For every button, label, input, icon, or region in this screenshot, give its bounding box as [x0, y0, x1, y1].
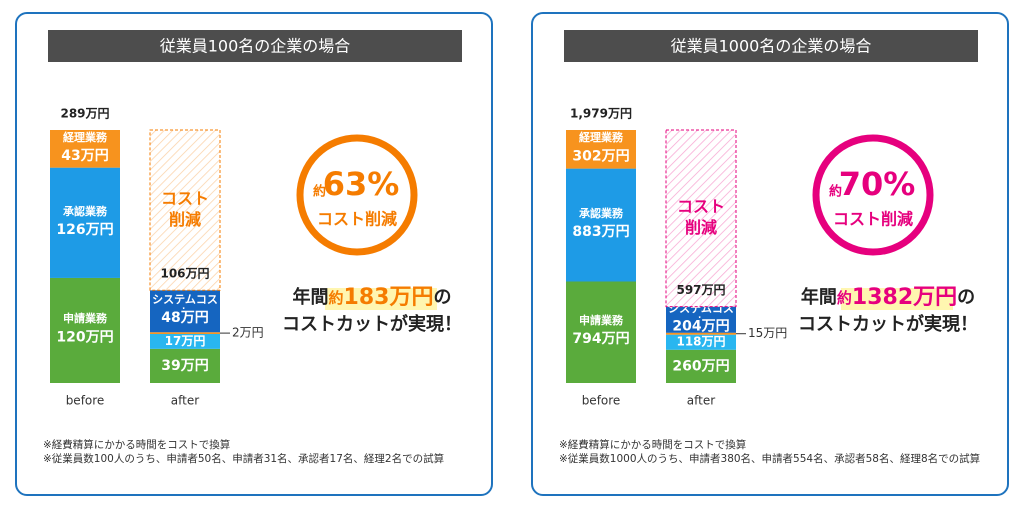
x-tick-label: before [582, 394, 621, 408]
notes: ※経費精算にかかる時間をコストで換算 ※従業員数1000人のうち、申請者380名、… [559, 438, 989, 466]
bar-segment [566, 168, 636, 282]
saving-approx: 約 [329, 289, 344, 307]
bar-segment [666, 334, 736, 350]
value-label: 48万円 [161, 310, 208, 326]
note: ※経費精算にかかる時間をコストで換算 [559, 439, 747, 451]
title-bar [48, 30, 462, 62]
bar-segment [666, 306, 736, 333]
panel: 従業員100名の企業の場合 before 申請業務 120万円 承認業務 126万円 経理業… [15, 12, 493, 496]
bar-segment [50, 167, 120, 278]
segment-name: 申請業務 [579, 314, 623, 328]
value-label: 204万円 [672, 319, 729, 335]
value-label: 260万円 [672, 358, 729, 374]
note: ※経費精算にかかる時間をコストで換算 [43, 439, 231, 451]
value-label: 883万円 [572, 224, 629, 240]
reduction-segment [665, 129, 737, 308]
panel: 従業員1000名の企業の場合 before 申請業務 794万円 承認業務 883万円 経理… [531, 12, 1009, 496]
saving-amount: 1382万円 [852, 285, 957, 310]
x-tick-label: after [687, 394, 715, 408]
saving-line2: コストカットが実現！ [282, 313, 462, 335]
value-label: 118万円 [676, 335, 725, 349]
saving-lead: 年間 [293, 286, 329, 308]
value-label: 126万円 [56, 222, 113, 238]
saving-tail: の [433, 287, 451, 308]
highlight [841, 288, 953, 310]
segment-name: コスト削減 [677, 197, 726, 238]
chart: 従業員100名の企業の場合 before 申請業務 120万円 承認業務 126万円 経理業… [48, 30, 462, 408]
chart-title: 従業員100名の企業の場合 [160, 37, 351, 56]
value-label: 2万円 [232, 326, 264, 340]
saving-lead: 年間 [801, 286, 837, 308]
total-label: 106万円 [160, 267, 209, 281]
saving-line: 年間約183万円の [293, 285, 452, 310]
bar-segment [150, 333, 220, 349]
x-tick-label: before [66, 394, 105, 408]
saving-approx: 約 [837, 289, 852, 307]
chart: 従業員1000名の企業の場合 before 申請業務 794万円 承認業務 883万円 経理… [564, 30, 978, 408]
saving-line2: コストカットが実現！ [798, 313, 978, 335]
segment-name: システムコスト [152, 293, 218, 309]
bar-segment [150, 332, 220, 334]
saving-tail: の [957, 287, 975, 308]
segment-name: 承認業務 [579, 207, 623, 221]
bar-segment [50, 277, 120, 383]
bar-segment [666, 349, 736, 383]
total-label: 597万円 [676, 283, 725, 297]
saving-amount: 183万円 [344, 285, 434, 310]
segment-name: 承認業務 [63, 204, 107, 218]
bar-segment [150, 290, 220, 333]
segment-name: 経理業務 [579, 131, 623, 145]
value-label: 15万円 [748, 326, 787, 340]
segment-name: コスト削減 [161, 189, 210, 230]
title-bar [564, 30, 978, 62]
value-label: 120万円 [56, 329, 113, 345]
notes: ※経費精算にかかる時間をコストで換算 ※従業員数100人のうち、申請者50名、申請… [43, 438, 473, 466]
note: ※従業員数100人のうち、申請者50名、申請者31名、承認者17名、経理2名での… [43, 453, 445, 465]
x-tick-label: after [171, 394, 199, 408]
segment-name: 経理業務 [63, 130, 107, 144]
note: ※従業員数1000人のうち、申請者380名、申請者554名、承認者58名、経理8… [559, 453, 981, 465]
value-label: 17万円 [165, 334, 206, 348]
approx-label: 約 [829, 184, 842, 200]
highlight [325, 288, 437, 310]
reduction-segment [149, 129, 221, 291]
reduction-circle [812, 134, 934, 256]
value-label: 39万円 [161, 358, 208, 374]
bar-segment [566, 281, 636, 383]
reduction-label: コスト削減 [317, 210, 397, 229]
total-label: 1,979万円 [570, 107, 632, 121]
value-label: 794万円 [572, 331, 629, 347]
bar-segment [666, 332, 736, 335]
reduction-percent: 70% [839, 165, 916, 203]
bar-segment [150, 348, 220, 383]
reduction-circle [296, 134, 418, 256]
bar-segment [50, 130, 120, 168]
reduction-percent: 63% [323, 165, 400, 203]
segment-name: 申請業務 [63, 312, 107, 326]
total-label: 289万円 [60, 107, 109, 121]
saving-line: 年間約1382万円の [801, 285, 975, 310]
approx-label: 約 [313, 184, 326, 200]
bar-segment [566, 130, 636, 169]
chart-title: 従業員1000名の企業の場合 [671, 37, 872, 56]
reduction-label: コスト削減 [833, 210, 913, 229]
value-label: 302万円 [572, 148, 629, 164]
value-label: 43万円 [61, 148, 108, 164]
